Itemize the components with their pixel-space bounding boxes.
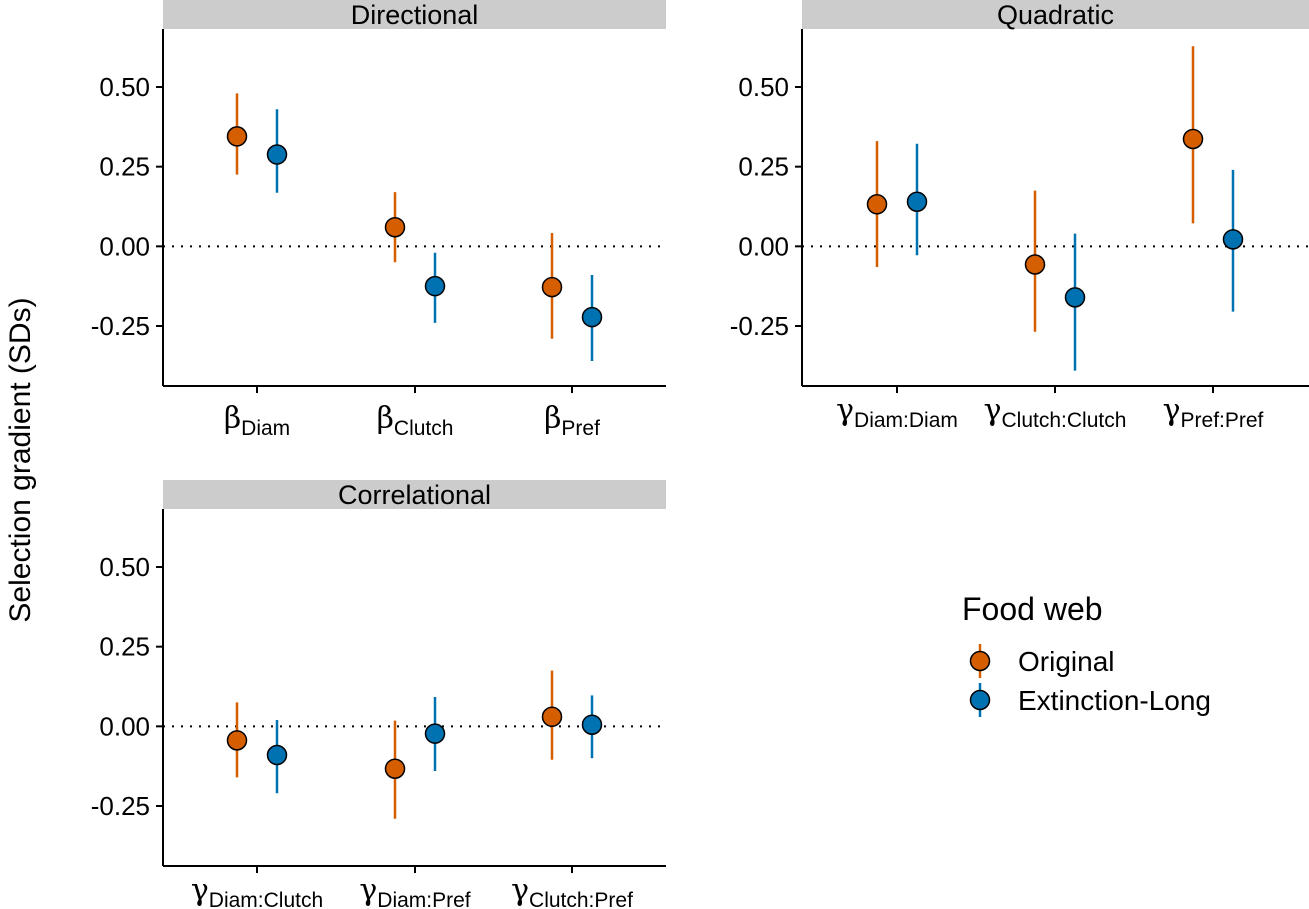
category-subscript: Diam (241, 417, 290, 440)
data-point (581, 714, 603, 735)
legend-label: Original (1018, 646, 1114, 677)
x-category-label: βClutch (377, 401, 454, 440)
data-point (1222, 229, 1244, 250)
data-point (581, 306, 603, 328)
x-category-label: βPref (544, 401, 600, 440)
facet-strip (163, 0, 666, 29)
legend-key-point (969, 650, 991, 672)
y-tick-label: 0.00 (99, 231, 150, 261)
data-point (226, 126, 248, 147)
category-symbol: γ (191, 873, 209, 908)
y-tick-label: 0.25 (738, 152, 789, 182)
data-point (384, 758, 406, 779)
y-tick-label: 0.25 (99, 152, 150, 182)
category-symbol: β (224, 401, 241, 436)
y-tick-label: -0.25 (91, 791, 150, 821)
data-point (541, 706, 563, 728)
category-symbol: β (377, 401, 394, 436)
facet-strip (802, 0, 1309, 29)
legend-label: Extinction-Long (1018, 685, 1211, 716)
category-symbol: β (544, 401, 561, 436)
data-point (541, 276, 563, 298)
category-symbol: γ (359, 873, 377, 908)
legend: Food web Original Extinction-Long (962, 591, 1211, 717)
facet-panel-correlational: Correlational-0.250.000.250.50γDiam:Clut… (91, 480, 666, 909)
data-point (1182, 128, 1204, 150)
legend-item: Original (969, 644, 1114, 678)
category-symbol: γ (984, 393, 1002, 428)
category-subscript: Clutch:Pref (529, 889, 633, 909)
data-point (266, 144, 288, 165)
data-point (866, 194, 888, 215)
data-point (906, 191, 928, 212)
y-tick-label: 0.50 (99, 72, 150, 102)
category-subscript: Diam:Clutch (209, 889, 323, 909)
data-point (1024, 254, 1046, 275)
category-symbol: γ (1163, 393, 1181, 428)
data-point (424, 275, 446, 297)
legend-item: Extinction-Long (969, 683, 1211, 717)
x-category-label: γDiam:Diam (836, 393, 958, 432)
y-tick-label: 0.25 (99, 632, 150, 662)
data-point (226, 730, 248, 751)
x-category-label: γPref:Pref (1163, 393, 1264, 432)
x-category-label: γDiam:Clutch (191, 873, 323, 909)
category-symbol: γ (836, 393, 854, 428)
y-tick-label: -0.25 (730, 311, 789, 341)
facet-strip (163, 480, 666, 509)
y-tick-label: 0.50 (738, 72, 789, 102)
category-subscript: Clutch:Clutch (1002, 409, 1127, 432)
category-subscript: Diam:Diam (854, 409, 958, 432)
category-symbol: γ (511, 873, 529, 908)
y-tick-label: -0.25 (91, 311, 150, 341)
y-tick-label: 0.00 (738, 231, 789, 261)
category-subscript: Diam:Pref (377, 889, 471, 909)
data-point (266, 744, 288, 766)
category-subscript: Clutch (394, 417, 454, 440)
x-category-label: γClutch:Pref (511, 873, 633, 909)
y-axis-title: Selection gradient (SDs) (4, 297, 37, 622)
facet-title: Quadratic (997, 0, 1114, 30)
y-tick-label: 0.50 (99, 552, 150, 582)
x-category-label: γDiam:Pref (359, 873, 470, 909)
data-point (384, 216, 406, 238)
data-point (424, 723, 446, 744)
y-tick-label: 0.00 (99, 711, 150, 741)
data-point (1064, 287, 1086, 308)
category-subscript: Pref:Pref (1181, 409, 1264, 432)
facet-title: Correlational (338, 480, 491, 510)
facet-title: Directional (351, 0, 479, 30)
x-category-label: γClutch:Clutch (984, 393, 1127, 432)
legend-title: Food web (962, 591, 1103, 627)
category-subscript: Pref (561, 417, 600, 440)
x-category-label: βDiam (224, 401, 290, 440)
legend-key-point (969, 689, 991, 711)
